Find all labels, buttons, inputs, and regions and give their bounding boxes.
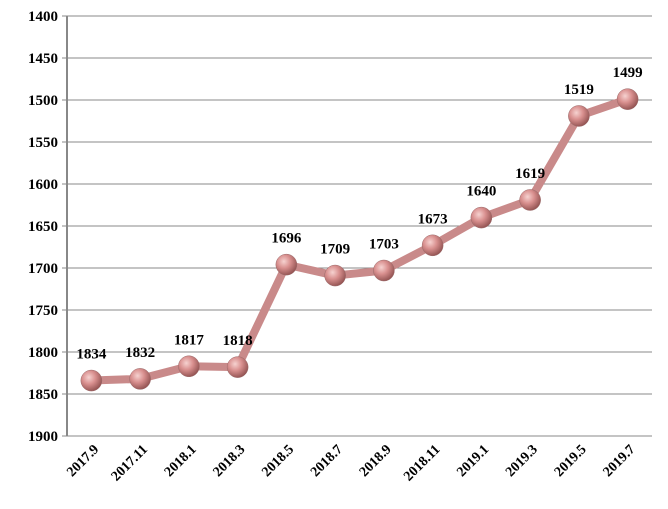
data-label: 1619 [515,166,545,182]
x-tick-label: 2019.7 [601,442,639,480]
x-tick-label: 2019.1 [454,442,492,480]
data-point [616,88,639,110]
data-point [80,369,103,392]
x-tick-label: 2019.5 [552,442,590,480]
data-label: 1709 [320,242,350,258]
data-point [470,206,493,229]
x-tick-label: 2018.9 [357,442,395,480]
y-tick-label: 1650 [28,219,58,235]
y-tick-label: 1400 [28,9,58,25]
data-label: 1834 [76,347,107,363]
y-tick-label: 1850 [28,387,58,403]
y-tick-label: 1550 [28,135,58,151]
x-tick-label: 2018.5 [259,442,297,480]
data-point [129,368,151,390]
y-tick-label: 1500 [28,93,58,109]
x-tick-label: 2017.9 [64,442,102,480]
x-tick-label: 2018.1 [162,442,200,480]
data-label: 1696 [271,231,302,247]
y-tick-label: 1750 [28,303,58,319]
data-label: 1673 [418,211,448,227]
series-line [91,95,629,385]
data-label: 1818 [223,333,253,349]
data-label: 1817 [174,332,205,348]
data-point [275,253,298,276]
data-point [324,264,346,287]
data-point [519,189,541,211]
data-point [178,355,200,378]
data-label: 1519 [564,82,594,98]
data-point [568,105,590,127]
x-tick-label: 2017.11 [109,442,151,484]
data-label: 1832 [125,345,155,361]
data-point [373,259,395,282]
x-tick-label: 2019.3 [503,442,541,480]
x-tick-label: 2018.11 [401,442,443,484]
y-tick-label: 1800 [28,345,58,361]
data-point [421,234,444,257]
y-tick-label: 1600 [28,177,58,193]
data-point [226,356,249,378]
y-tick-label: 1900 [28,429,58,445]
y-tick-label: 1450 [28,51,58,67]
data-label: 1640 [466,184,496,200]
y-tick-label: 1700 [28,261,58,277]
x-tick-label: 2018.7 [308,442,346,480]
x-tick-label: 2018.3 [211,442,249,480]
data-label: 1703 [369,237,399,253]
data-label: 1499 [613,65,643,81]
